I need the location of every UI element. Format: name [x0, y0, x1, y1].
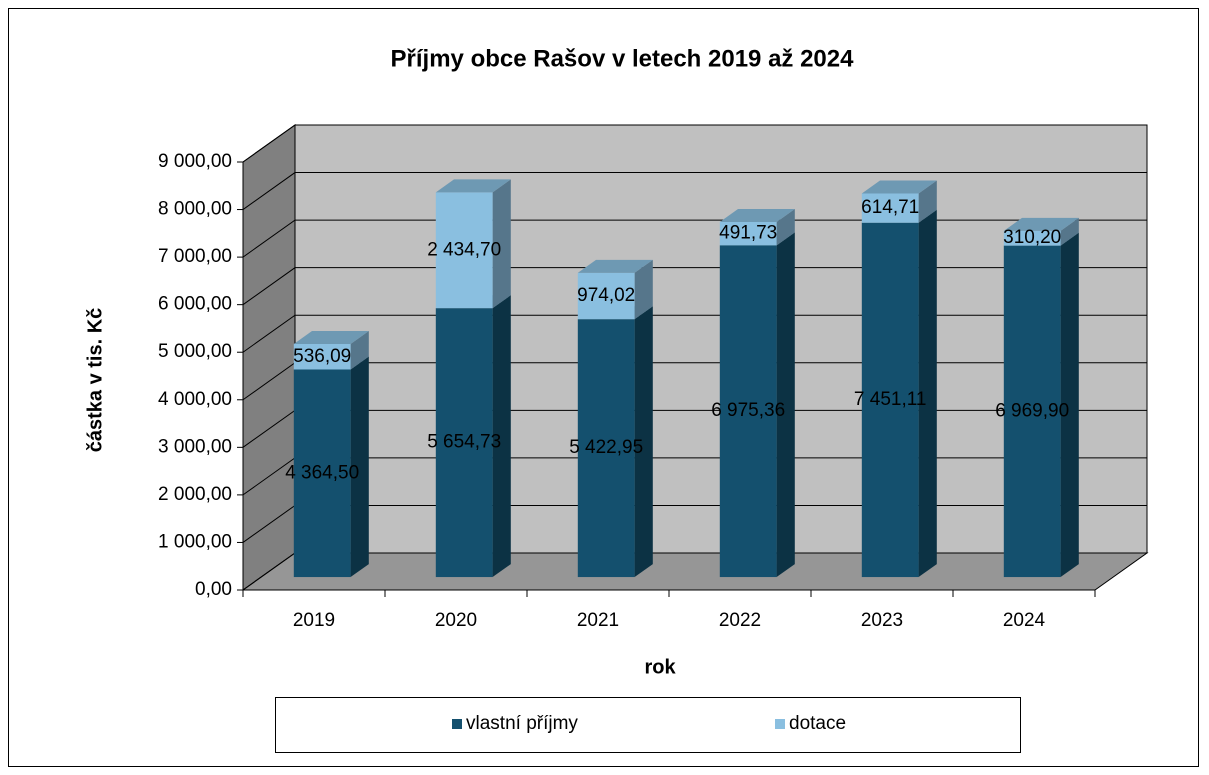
- data-label: 614,71: [861, 197, 919, 218]
- bar-side: [776, 208, 795, 246]
- bar-segment: [861, 209, 937, 578]
- bar-side: [634, 259, 653, 320]
- bar-top: [577, 259, 653, 273]
- bar-side: [492, 295, 511, 578]
- bar-front: [861, 193, 919, 223]
- data-label: 4 364,50: [285, 462, 359, 483]
- x-tick-label: 2024: [1003, 610, 1046, 631]
- y-tick-label: 4 000,00: [158, 389, 232, 410]
- bar-front: [861, 222, 919, 578]
- data-label: 491,73: [719, 223, 777, 244]
- bar-front: [1003, 230, 1061, 246]
- y-tick-label: 5 000,00: [158, 341, 232, 362]
- grid-line: [242, 124, 1147, 163]
- data-label: 6 975,36: [711, 400, 785, 421]
- bar-segment: [1003, 217, 1079, 246]
- data-label: 5 654,73: [427, 432, 501, 453]
- bar-segment: [435, 179, 511, 309]
- bar-side: [350, 356, 369, 578]
- y-tick-label: 7 000,00: [158, 246, 232, 267]
- bar-top: [293, 331, 369, 344]
- data-label: 7 451,11: [854, 389, 927, 410]
- bar-side: [776, 232, 795, 578]
- bar-segment: [577, 259, 653, 320]
- y-tick-label: 9 000,00: [158, 151, 232, 172]
- bar-front: [293, 369, 351, 578]
- y-tick-label: 8 000,00: [158, 199, 232, 220]
- data-label: 310,20: [1003, 227, 1061, 248]
- bar-front: [1003, 245, 1061, 578]
- x-tick-label: 2022: [719, 610, 761, 631]
- bar-side: [1060, 217, 1079, 246]
- x-tick-label: 2023: [861, 610, 903, 631]
- bar-top: [435, 179, 511, 193]
- bar-front: [577, 319, 635, 578]
- legend-swatch: [452, 719, 462, 729]
- x-tick-label: 2021: [577, 610, 619, 631]
- y-tick-label: 6 000,00: [158, 294, 232, 315]
- bar-side: [918, 209, 937, 578]
- bar-segment: [719, 232, 795, 578]
- bar-side: [350, 331, 369, 370]
- bar-side: [918, 180, 937, 223]
- bar-front: [719, 245, 777, 578]
- y-tick-label: 3 000,00: [158, 436, 232, 457]
- data-label: 6 969,90: [995, 400, 1069, 421]
- grid-line: [242, 172, 1147, 210]
- bar-side: [492, 179, 511, 309]
- bar-front: [577, 272, 635, 320]
- bar-top: [719, 208, 795, 222]
- chart-title: Příjmy obce Rašov v letech 2019 až 2024: [391, 45, 855, 72]
- y-axis-title: částka v tis. Kč: [84, 308, 106, 453]
- bar-top: [861, 180, 937, 194]
- x-tick-label: 2020: [435, 610, 477, 631]
- data-label: 2 434,70: [427, 239, 501, 260]
- bar-side: [634, 306, 653, 578]
- bar-segment: [1003, 232, 1079, 578]
- bar-front: [293, 343, 351, 370]
- bar-segment: [861, 180, 937, 223]
- legend: [275, 697, 1021, 753]
- data-label: 974,02: [577, 285, 635, 306]
- y-tick-label: 1 000,00: [158, 531, 232, 552]
- bar-segment: [719, 208, 795, 246]
- bar-front: [435, 308, 493, 578]
- bar-side: [1060, 232, 1079, 578]
- y-tick-label: 0,00: [195, 579, 232, 600]
- x-axis-title: rok: [644, 656, 676, 678]
- bar-front: [719, 221, 777, 246]
- bar-top: [1003, 217, 1079, 231]
- bar-segment: [293, 331, 369, 370]
- legend-label: dotace: [789, 713, 846, 734]
- side-wall: [242, 124, 296, 591]
- legend-swatch: [775, 719, 785, 729]
- legend-label: vlastní příjmy: [466, 713, 578, 734]
- data-label: 536,09: [293, 346, 351, 367]
- x-tick-label: 2019: [293, 610, 335, 631]
- bar-front: [435, 192, 493, 309]
- data-label: 5 422,95: [569, 437, 643, 458]
- y-tick-label: 2 000,00: [158, 484, 232, 505]
